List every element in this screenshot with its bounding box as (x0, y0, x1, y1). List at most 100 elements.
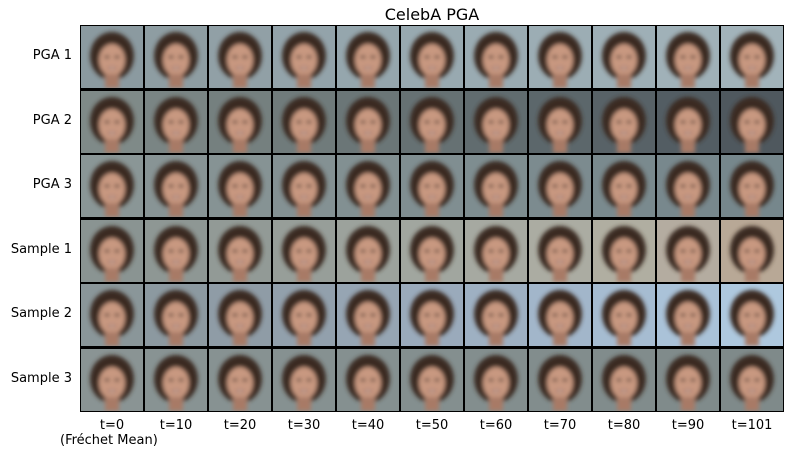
face-tile (657, 90, 719, 153)
face-icon (401, 348, 463, 411)
face-icon (145, 348, 207, 411)
face-icon (529, 155, 591, 217)
face-icon (209, 219, 271, 282)
row-label: Sample 3 (10, 370, 72, 386)
face-icon (273, 284, 335, 346)
column-label: t=60 (479, 418, 513, 433)
face-tile (337, 284, 399, 346)
face-icon (337, 348, 399, 411)
face-tile (465, 348, 527, 411)
column-label: t=10 (159, 418, 193, 433)
frechet-mean-label: (Fréchet Mean) (60, 433, 158, 448)
figure-title: CelebA PGA (384, 5, 480, 24)
face-tile (465, 284, 527, 346)
column-label: t=30 (287, 418, 321, 433)
face-tile (273, 284, 335, 346)
face-icon (337, 284, 399, 346)
face-icon (529, 90, 591, 153)
face-icon (465, 90, 527, 153)
face-tile (273, 26, 335, 88)
face-icon (529, 26, 591, 88)
face-icon (465, 348, 527, 411)
face-tile (337, 90, 399, 153)
face-tile (593, 348, 655, 411)
face-icon (209, 348, 271, 411)
face-tile (593, 26, 655, 88)
face-tile (529, 90, 591, 153)
face-tile (657, 284, 719, 346)
column-label: t=40 (351, 418, 385, 433)
face-icon (593, 348, 655, 411)
face-tile (209, 219, 271, 282)
face-tile (401, 155, 463, 217)
face-tile (401, 26, 463, 88)
face-icon (337, 219, 399, 282)
face-tile (529, 219, 591, 282)
face-icon (465, 155, 527, 217)
face-tile (721, 348, 783, 411)
face-tile (401, 348, 463, 411)
face-tile (209, 284, 271, 346)
face-tile (401, 284, 463, 346)
face-icon (337, 90, 399, 153)
face-tile (81, 155, 143, 217)
face-icon (593, 26, 655, 88)
face-icon (401, 155, 463, 217)
face-tile (145, 284, 207, 346)
face-icon (721, 155, 783, 217)
face-tile (401, 219, 463, 282)
column-label: t=50 (415, 418, 449, 433)
face-tile (593, 219, 655, 282)
column-label: t=70 (543, 418, 577, 433)
face-icon (209, 90, 271, 153)
face-tile (721, 155, 783, 217)
face-tile (657, 26, 719, 88)
face-icon (273, 219, 335, 282)
face-icon (593, 284, 655, 346)
face-icon (145, 26, 207, 88)
face-tile (721, 219, 783, 282)
face-icon (657, 348, 719, 411)
row-label: Sample 2 (10, 306, 72, 322)
face-tile (657, 348, 719, 411)
face-tile (465, 219, 527, 282)
column-label: t=101 (731, 418, 773, 433)
face-icon (81, 155, 143, 217)
face-tile (529, 284, 591, 346)
face-icon (593, 155, 655, 217)
face-icon (209, 155, 271, 217)
face-tile (145, 155, 207, 217)
face-tile (337, 219, 399, 282)
face-tile (721, 284, 783, 346)
face-icon (465, 219, 527, 282)
row-label: PGA 3 (32, 177, 72, 193)
face-icon (401, 90, 463, 153)
face-icon (465, 284, 527, 346)
face-icon (209, 26, 271, 88)
face-icon (721, 284, 783, 346)
column-label: t=90 (671, 418, 705, 433)
face-tile (81, 284, 143, 346)
face-tile (657, 155, 719, 217)
row-label: Sample 1 (10, 241, 72, 257)
face-icon (657, 219, 719, 282)
face-tile (145, 219, 207, 282)
face-icon (145, 219, 207, 282)
face-tile (337, 348, 399, 411)
face-tile (81, 26, 143, 88)
face-icon (81, 284, 143, 346)
face-icon (593, 219, 655, 282)
face-icon (273, 90, 335, 153)
face-tile (337, 155, 399, 217)
face-tile (273, 90, 335, 153)
face-tile (593, 284, 655, 346)
face-tile (145, 90, 207, 153)
face-icon (81, 26, 143, 88)
face-tile (209, 155, 271, 217)
face-icon (721, 26, 783, 88)
face-tile (401, 90, 463, 153)
face-tile (721, 26, 783, 88)
face-tile (273, 348, 335, 411)
face-icon (657, 284, 719, 346)
face-tile (593, 90, 655, 153)
